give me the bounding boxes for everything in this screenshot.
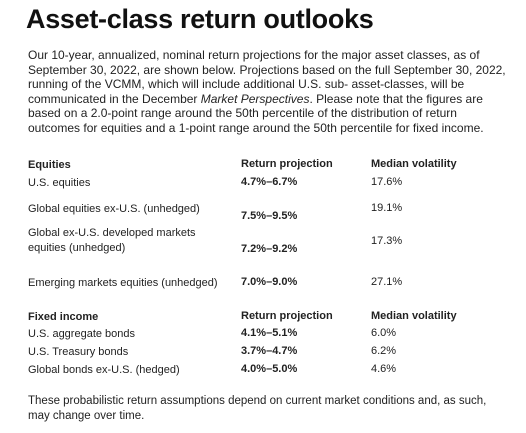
intro-text-before: Our 10-year, annualized, nominal return … — [28, 48, 506, 106]
median-volatility: 6.2% — [371, 345, 397, 357]
return-projection: 7.0%–9.0% — [241, 276, 298, 288]
median-volatility: 17.3% — [371, 235, 403, 247]
asset-name: U.S. equities — [28, 177, 91, 189]
fixed-income-header-projection: Return projection — [241, 310, 333, 322]
fixed-income-header-volatility: Median volatility — [371, 310, 457, 322]
median-volatility: 6.0% — [371, 327, 397, 339]
return-projection: 4.1%–5.1% — [241, 327, 298, 339]
intro-publication-name: Market Perspectives — [200, 91, 310, 106]
return-projection: 4.7%–6.7% — [241, 176, 298, 188]
asset-name: Global ex-U.S. developed markets equitie… — [28, 227, 196, 254]
footer-note: These probabilistic return assumptions d… — [28, 395, 487, 422]
asset-name: Global equities ex-U.S. (unhedged) — [28, 203, 200, 215]
median-volatility: 4.6% — [371, 363, 397, 375]
equities-header-projection: Return projection — [241, 158, 333, 170]
asset-name: Emerging markets equities (unhedged) — [28, 277, 218, 289]
median-volatility: 17.6% — [371, 176, 403, 188]
fixed-income-header-asset: Fixed income — [28, 311, 99, 323]
page-title: Asset-class return outlooks — [26, 4, 374, 34]
asset-name: U.S. aggregate bonds — [28, 328, 136, 340]
return-projection: 7.5%–9.5% — [241, 210, 298, 222]
equities-header-volatility: Median volatility — [371, 158, 457, 170]
return-projection: 7.2%–9.2% — [241, 243, 298, 255]
return-projection: 4.0%–5.0% — [241, 363, 298, 375]
asset-name: Global bonds ex-U.S. (hedged) — [28, 364, 180, 376]
intro-text-after: . Please note that the figures are based… — [28, 91, 484, 135]
intro-paragraph: Our 10-year, annualized, nominal return … — [28, 48, 506, 136]
median-volatility: 27.1% — [371, 276, 403, 288]
equities-header-asset: Equities — [28, 159, 71, 171]
median-volatility: 19.1% — [371, 202, 403, 214]
return-projection: 3.7%–4.7% — [241, 345, 298, 357]
asset-name: U.S. Treasury bonds — [28, 346, 129, 358]
